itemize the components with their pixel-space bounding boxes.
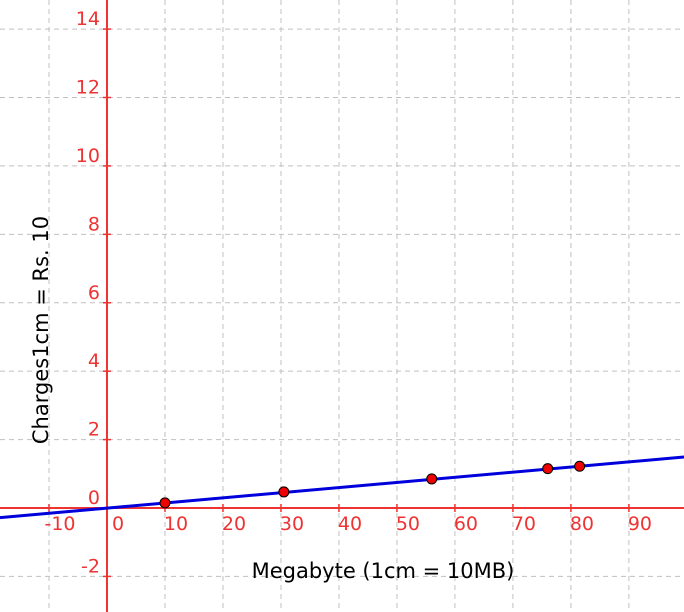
point bbox=[278, 486, 290, 498]
x-tick-label: 70 bbox=[512, 513, 536, 535]
y-axis-title: Charges1cm = Rs. 10 bbox=[29, 216, 53, 444]
point bbox=[159, 497, 171, 509]
point bbox=[426, 473, 438, 485]
y-tick-label: 6 bbox=[88, 282, 100, 304]
x-axis-title: Megabyte (1cm = 10MB) bbox=[252, 559, 515, 583]
y-tick-label: 14 bbox=[76, 8, 100, 30]
point bbox=[574, 460, 586, 472]
x-tick-label: 30 bbox=[280, 513, 304, 535]
x-tick-label: 90 bbox=[628, 513, 652, 535]
y-tick-label: 10 bbox=[76, 145, 100, 167]
y-tick-label: 4 bbox=[88, 350, 100, 372]
y-tick-label: -2 bbox=[81, 555, 100, 577]
y-tick-label: 8 bbox=[88, 213, 100, 235]
x-tick-label: -10 bbox=[44, 513, 75, 535]
y-tick-label: 0 bbox=[88, 487, 100, 509]
point bbox=[542, 463, 554, 475]
x-tick-label: 10 bbox=[164, 513, 188, 535]
x-tick-label: 40 bbox=[338, 513, 362, 535]
x-tick-label: 80 bbox=[570, 513, 594, 535]
x-tick-label: 50 bbox=[396, 513, 420, 535]
x-tick-label: 0 bbox=[112, 513, 124, 535]
y-tick-label: 12 bbox=[76, 76, 100, 98]
x-tick-label: 20 bbox=[222, 513, 246, 535]
marks bbox=[0, 455, 684, 520]
x-tick-label: 60 bbox=[454, 513, 478, 535]
line bbox=[0, 455, 684, 520]
y-tick-label: 2 bbox=[88, 419, 100, 441]
